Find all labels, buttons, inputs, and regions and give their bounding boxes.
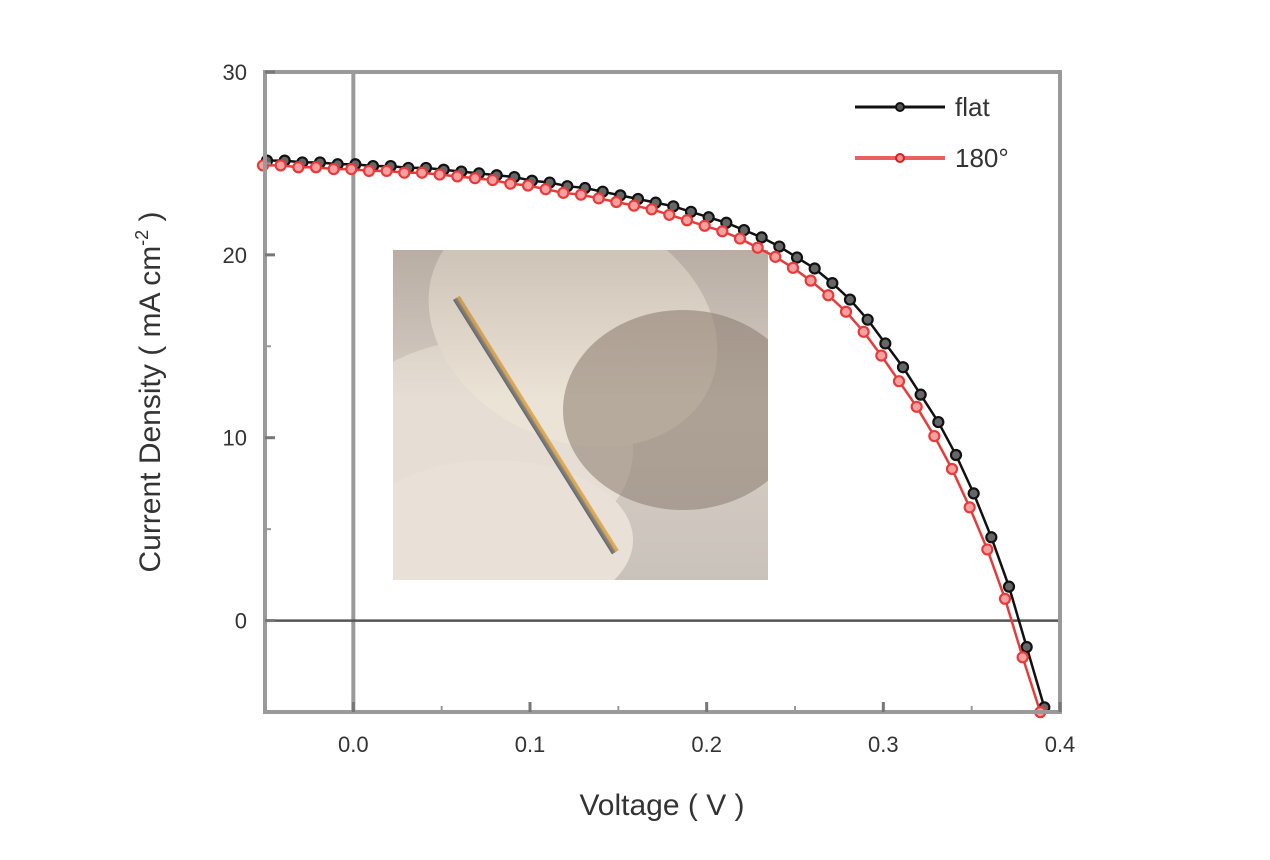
data-point: [362, 164, 376, 178]
series-line: [267, 159, 1046, 708]
y-axis-label-end: ): [134, 211, 167, 229]
data-point: [804, 274, 817, 287]
data-point: [998, 592, 1012, 605]
data-point: [327, 162, 340, 176]
data-point: [822, 289, 835, 302]
data-point: [786, 261, 800, 274]
x-axis-label: Voltage ( V ): [579, 789, 744, 822]
legend: flat 180°: [855, 92, 1009, 173]
data-point: [1002, 580, 1016, 593]
data-point: [309, 161, 323, 174]
data-point: [274, 159, 287, 172]
y-axis-label-main: Current Density ( mA cm: [134, 246, 167, 573]
data-point: [539, 183, 552, 196]
x-tick-label: 0.4: [1045, 732, 1076, 757]
x-tick-label: 0.1: [515, 732, 546, 757]
data-point: [380, 164, 393, 178]
legend-label-180: 180°: [955, 143, 1009, 173]
data-point: [857, 325, 870, 338]
data-point: [896, 361, 910, 374]
data-point: [680, 214, 694, 227]
x-tick-label: 0.0: [338, 732, 369, 757]
legend-marker-180: [895, 153, 905, 163]
data-point: [981, 543, 994, 556]
series-180: [256, 159, 1047, 719]
data-point: [963, 501, 976, 514]
y-tick-label: 20: [223, 243, 247, 268]
data-point: [892, 375, 906, 388]
data-point: [433, 168, 446, 181]
data-point: [879, 337, 892, 350]
data-point: [985, 531, 998, 544]
data-point: [910, 400, 923, 413]
data-point: [1016, 651, 1029, 664]
data-point: [808, 262, 821, 275]
data-point: [755, 231, 768, 244]
data-point: [967, 487, 980, 500]
x-tick-label: 0.2: [691, 732, 722, 757]
data-point: [292, 161, 305, 174]
data-point: [557, 186, 570, 199]
series-line: [263, 164, 1042, 713]
data-point: [716, 225, 729, 238]
plot-frame: [263, 70, 1062, 714]
data-point: [451, 170, 464, 183]
data-point: [645, 203, 658, 216]
data-point: [415, 166, 429, 179]
x-tick-label: 0.3: [868, 732, 899, 757]
data-point: [932, 415, 945, 429]
y-axis-label-sup: -2: [132, 230, 152, 246]
data-point: [698, 219, 711, 232]
data-point: [1020, 640, 1033, 654]
data-point: [592, 192, 605, 205]
legend-label-flat: flat: [955, 92, 990, 122]
data-point: [504, 177, 517, 190]
data-point: [345, 162, 358, 176]
data-point: [468, 172, 482, 185]
data-point: [398, 166, 411, 179]
inset-photo: [393, 250, 768, 580]
data-point: [875, 349, 888, 362]
y-tick-label: 10: [223, 426, 247, 451]
data-point: [773, 240, 786, 253]
data-point: [663, 208, 676, 221]
data-point: [751, 241, 764, 254]
data-point: [627, 199, 641, 212]
y-tick-label: 30: [223, 60, 247, 85]
y-axis-label: Current Density ( mA cm-2 ): [132, 211, 167, 572]
data-point: [843, 293, 857, 306]
data-point: [949, 448, 963, 462]
data-point: [826, 277, 839, 290]
data-point: [521, 179, 535, 192]
data-point: [574, 188, 588, 201]
y-tick-label: 0: [235, 609, 247, 634]
legend-marker-flat: [895, 102, 905, 112]
data-point: [733, 232, 747, 245]
data-point: [610, 195, 623, 209]
data-point: [914, 388, 927, 401]
data-point: [839, 305, 853, 318]
data-point: [945, 462, 959, 476]
data-point: [861, 313, 874, 326]
data-point: [769, 250, 782, 263]
data-point: [790, 251, 804, 264]
data-point: [928, 429, 941, 443]
data-point: [486, 173, 499, 187]
